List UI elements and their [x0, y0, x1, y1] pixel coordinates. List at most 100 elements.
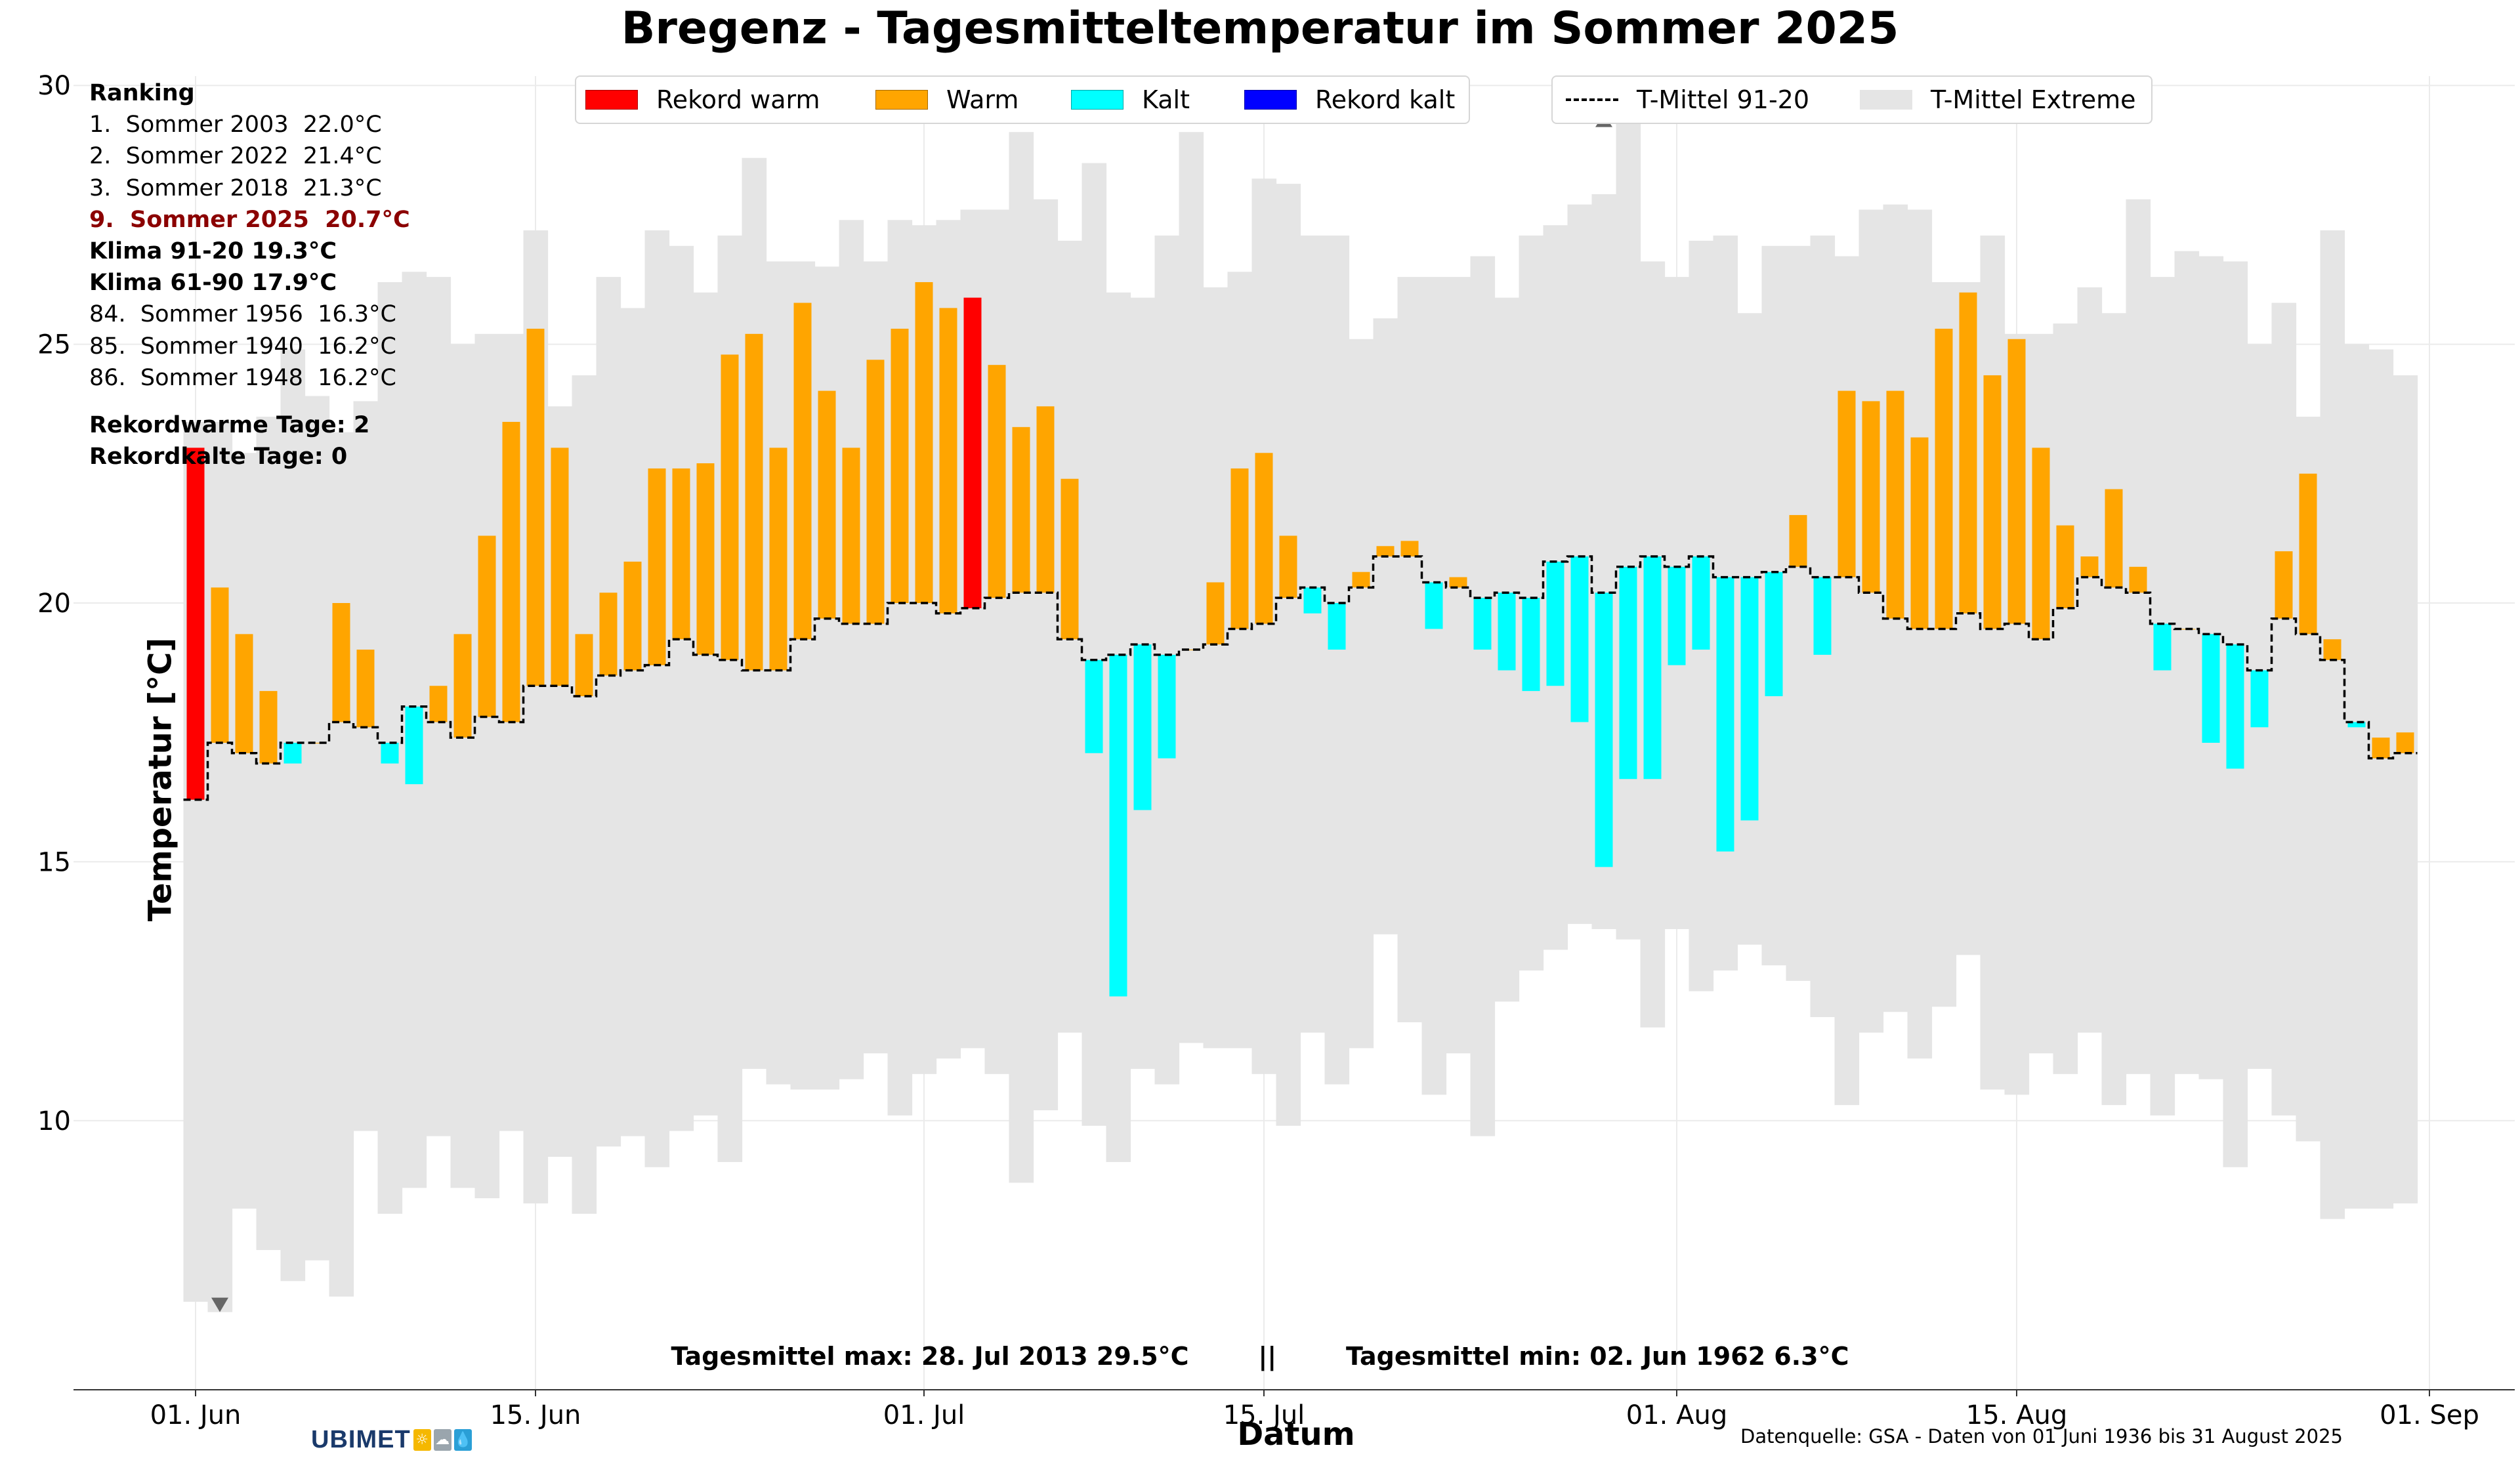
bar-warm [2396, 732, 2414, 753]
cloud-icon: ☁ [433, 1428, 452, 1451]
bar-warm [235, 634, 253, 753]
bar-kalt [1473, 598, 1492, 650]
bar-warm [478, 535, 496, 717]
extreme-range-bar [2320, 230, 2345, 1219]
bar-warm [623, 561, 642, 671]
extreme-range-bar [1373, 318, 1398, 934]
extreme-range-bar [2126, 199, 2151, 1074]
logo-text: UBIMET [311, 1425, 411, 1453]
bar-kalt [1619, 566, 1637, 780]
bar-kalt [1740, 577, 1759, 821]
data-source-note: Datenquelle: GSA - Daten von 01 Juni 193… [1740, 1425, 2343, 1448]
bar-warm [575, 634, 593, 697]
extreme-range-bar [1324, 235, 1350, 1085]
ranking-heading: Ranking [89, 80, 195, 106]
bar-warm [332, 603, 350, 722]
extreme-range-bar [1907, 209, 1933, 1059]
extreme-range-bar [1858, 209, 1884, 1033]
extreme-range-bar [1470, 256, 1496, 1136]
extreme-range-bar [644, 230, 670, 1167]
temperature-bars [186, 281, 2414, 997]
bar-warm [891, 328, 909, 604]
bar-kalt [381, 743, 399, 764]
extreme-range-bar [329, 432, 354, 1297]
extreme-range-bar [1203, 287, 1228, 1049]
bar-warm [672, 468, 690, 640]
bar-warm [1279, 535, 1297, 598]
x-tick-label: 01. Sep [2380, 1400, 2479, 1430]
extreme-range-bar [669, 245, 694, 1131]
extreme-range-bar [2101, 313, 2127, 1106]
bar-warm [988, 365, 1006, 598]
extreme-range-bar [2053, 323, 2078, 1074]
bar-warm [1935, 328, 1953, 629]
bar-warm [1376, 546, 1395, 557]
bar-kalt [1303, 587, 1322, 614]
extremes-stats-text: Tagesmittel max: 28. Jul 2013 29.5°C || … [671, 1342, 1849, 1371]
y-tick-labels: 10 15 20 25 30 [37, 71, 71, 1136]
x-tick-labels: 01. Jun 15. Jun 01. Jul 15. Jul 01. Aug 15. A… [150, 1390, 2479, 1430]
y-tick-label: 30 [37, 71, 71, 101]
bar-warm [259, 691, 278, 764]
bar-warm [2056, 525, 2074, 608]
bar-warm [1255, 453, 1273, 624]
bar-warm [599, 593, 618, 676]
bar-kalt [2153, 623, 2172, 671]
bar-kalt [1570, 556, 1589, 722]
bar-warm [818, 390, 836, 619]
bar-warm [2032, 448, 2050, 640]
bar-warm [939, 308, 957, 614]
extreme-range-bar [1009, 132, 1034, 1183]
x-tick-label: 01. Jun [150, 1400, 242, 1430]
ranking-line: 3. Sommer 2018 21.3°C [89, 175, 382, 201]
extreme-range-bar [256, 417, 282, 1251]
extreme-range-bar [2150, 277, 2175, 1115]
bar-kalt [2226, 644, 2244, 769]
ranking-line: 84. Sommer 1956 16.3°C [89, 301, 396, 328]
bar-warm [1983, 375, 2002, 629]
y-tick-label: 15 [37, 847, 71, 877]
bar-kalt [1133, 644, 1152, 810]
extreme-range-bar [2368, 349, 2394, 1209]
extreme-range-bar [1616, 111, 1641, 940]
legend-label: Rekord warm [656, 85, 820, 114]
bar-warm [721, 354, 739, 660]
extreme-range-bar [984, 209, 1010, 1074]
extreme-range-bar [232, 453, 257, 1209]
legend-label: Rekord kalt [1315, 85, 1456, 114]
extreme-range-bar [693, 292, 719, 1115]
drop-icon: 💧 [453, 1428, 472, 1451]
extreme-range-bar [1349, 339, 1374, 1049]
bar-warm [2299, 473, 2317, 635]
x-tick-label: 15. Jul [1223, 1400, 1305, 1430]
bar-kalt [1498, 593, 1516, 671]
bar-warm [1862, 401, 1880, 593]
climate-line: Klima 91-20 19.3°C [89, 238, 337, 265]
bar-warm [2275, 551, 2293, 619]
record-cold-count: Rekordkalte Tage: 0 [89, 444, 348, 470]
bar-warm [1886, 390, 1904, 619]
bar-warm [745, 333, 763, 671]
extreme-range-bar [814, 266, 840, 1090]
legend-dash [1566, 98, 1618, 101]
bar-warm [1449, 577, 1467, 588]
extreme-range-bar [1421, 277, 1447, 1095]
y-tick-label: 20 [37, 589, 71, 619]
extreme-range-bars [183, 111, 2418, 1312]
extreme-range-bar [450, 344, 476, 1188]
legend-label: T-Mittel Extreme [1931, 85, 2136, 114]
y-axis-label: Temperatur [°C] [142, 637, 179, 922]
extreme-range-bar [1227, 272, 1253, 1049]
extreme-range-bar [2028, 333, 2054, 1054]
bar-kalt [284, 743, 302, 764]
extreme-range-bar [474, 333, 500, 1199]
bar-kalt [2250, 670, 2269, 728]
extreme-range-bar [1980, 235, 2006, 1090]
bar-warm [1838, 390, 1856, 577]
bar-warm [1910, 437, 1929, 629]
legend-swatch [1860, 90, 1912, 110]
bar-kalt [1328, 603, 1346, 650]
bar-warm [1012, 427, 1030, 593]
bar-kalt [2347, 722, 2366, 728]
